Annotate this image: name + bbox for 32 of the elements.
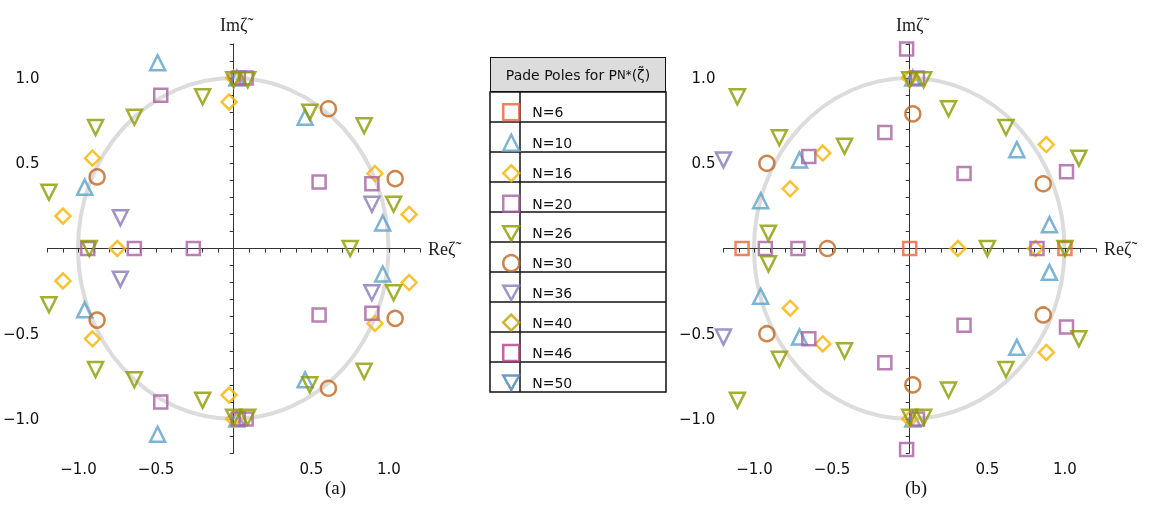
x-tick-label: 1.0: [377, 459, 401, 478]
y-axis-title: Imζ̃: [895, 15, 930, 35]
text: (a): [325, 477, 347, 499]
legend-label: N=30: [532, 255, 573, 272]
x-axis-title: Reζ̃: [1104, 238, 1138, 259]
y-tick-label: 1.0: [691, 69, 716, 88]
legend-label: N=6: [532, 104, 564, 121]
y-tick-label: −0.5: [2, 324, 40, 343]
legend-label: N=10: [532, 134, 573, 151]
text: (b): [904, 477, 928, 499]
x-tick-label: −0.5: [813, 459, 851, 478]
y-tick-label: 0.5: [15, 154, 40, 173]
x-tick-label: 0.5: [299, 459, 324, 478]
y-tick-label: −1.0: [678, 409, 716, 428]
y-tick-label: 1.0: [15, 69, 40, 88]
x-axis-title: Reζ̃: [428, 238, 462, 259]
legend-label: N=16: [532, 165, 573, 182]
x-tick-label: 0.5: [975, 459, 1000, 478]
legend-label: N=50: [532, 374, 573, 391]
x-tick-label: −1.0: [736, 459, 773, 478]
y-tick-label: −1.0: [2, 409, 40, 428]
legend-label: N=26: [532, 225, 573, 242]
legend-label: N=46: [532, 345, 573, 362]
x-tick-label: −1.0: [60, 459, 97, 478]
y-tick-label: −0.5: [678, 324, 716, 343]
legend-label: N=20: [532, 195, 573, 212]
legend-label: N=40: [532, 314, 573, 331]
y-axis-title: Imζ̃: [219, 15, 254, 35]
x-tick-label: 1.0: [1053, 459, 1077, 478]
x-tick-label: −0.5: [137, 459, 175, 478]
legend-label: N=36: [532, 284, 573, 301]
y-tick-label: 0.5: [691, 154, 716, 173]
